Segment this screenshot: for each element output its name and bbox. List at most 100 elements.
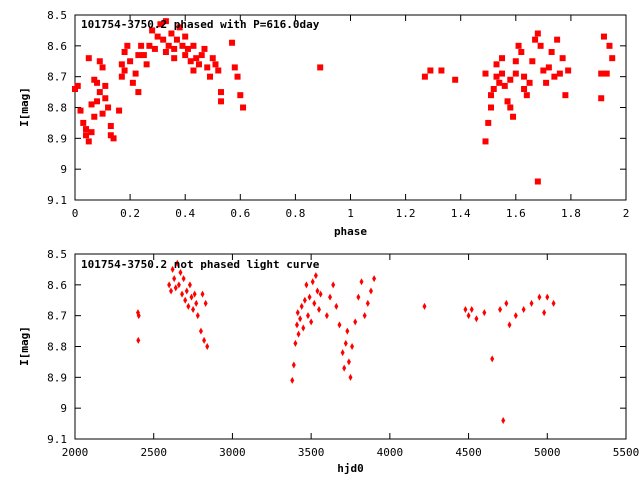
data-point bbox=[318, 290, 323, 298]
data-point bbox=[96, 58, 103, 65]
data-point bbox=[309, 318, 314, 326]
data-point bbox=[307, 293, 312, 301]
data-point bbox=[195, 312, 200, 320]
data-point bbox=[74, 82, 81, 89]
data-point bbox=[512, 58, 519, 65]
data-point bbox=[521, 86, 528, 92]
data-point bbox=[512, 70, 519, 77]
data-point bbox=[545, 64, 552, 71]
data-point bbox=[85, 55, 92, 62]
data-point bbox=[317, 306, 322, 313]
data-point bbox=[105, 104, 112, 111]
data-point bbox=[83, 132, 90, 139]
data-point bbox=[542, 309, 547, 317]
data-point bbox=[127, 58, 134, 65]
data-point bbox=[523, 92, 530, 99]
data-point bbox=[556, 70, 563, 77]
data-point bbox=[493, 61, 500, 68]
data-point bbox=[202, 336, 207, 344]
data-point bbox=[342, 364, 347, 372]
data-point bbox=[132, 70, 139, 77]
y-tick-label: 8.8 bbox=[47, 341, 67, 354]
data-point bbox=[603, 70, 610, 77]
data-point bbox=[198, 52, 205, 59]
data-point bbox=[422, 302, 427, 310]
data-point bbox=[488, 104, 495, 111]
data-point bbox=[554, 36, 561, 43]
x-tick-label: 0.8 bbox=[285, 207, 305, 220]
x-tick-label: 0 bbox=[72, 207, 79, 220]
data-point bbox=[540, 67, 547, 74]
x-tick-label: 5000 bbox=[534, 446, 561, 459]
data-point bbox=[136, 312, 141, 320]
data-point bbox=[482, 138, 489, 145]
data-point bbox=[359, 278, 364, 286]
y-tick-label: 8.9 bbox=[47, 132, 67, 145]
y-tick-label: 8.8 bbox=[47, 102, 67, 115]
data-point bbox=[168, 30, 175, 37]
data-point bbox=[218, 98, 225, 105]
data-point bbox=[305, 312, 310, 320]
data-point bbox=[337, 321, 342, 329]
data-point bbox=[490, 355, 495, 363]
data-point bbox=[229, 39, 236, 46]
data-point bbox=[171, 55, 178, 62]
data-point bbox=[499, 70, 506, 77]
data-point bbox=[474, 315, 479, 323]
data-point bbox=[182, 33, 189, 40]
data-point bbox=[107, 123, 114, 129]
data-point bbox=[195, 61, 202, 68]
plot-frame bbox=[74, 14, 627, 201]
data-point bbox=[129, 79, 136, 86]
data-point bbox=[99, 110, 106, 117]
x-tick-label: 2500 bbox=[140, 446, 167, 459]
x-tick-label: 1.2 bbox=[396, 207, 416, 220]
data-point bbox=[532, 36, 539, 43]
y-tick-label: 9.1 bbox=[47, 194, 67, 207]
data-point bbox=[452, 76, 459, 83]
data-point bbox=[151, 45, 158, 52]
data-point bbox=[204, 64, 211, 71]
y-axis-label: I[mag] bbox=[18, 326, 31, 366]
data-point bbox=[154, 33, 161, 40]
data-point bbox=[498, 306, 503, 313]
data-point bbox=[192, 290, 197, 298]
data-point bbox=[515, 42, 522, 49]
data-point bbox=[237, 92, 244, 99]
data-point bbox=[149, 27, 156, 34]
data-point bbox=[353, 318, 358, 326]
data-point bbox=[345, 327, 350, 335]
data-point bbox=[172, 275, 177, 283]
x-tick-label: 3500 bbox=[298, 446, 325, 459]
data-point bbox=[203, 299, 208, 307]
data-point bbox=[190, 42, 197, 49]
x-tick-label: 4000 bbox=[377, 446, 404, 459]
data-point bbox=[193, 55, 200, 62]
data-point bbox=[521, 73, 528, 80]
data-point bbox=[543, 79, 550, 86]
data-point bbox=[551, 299, 556, 307]
data-point bbox=[609, 55, 616, 62]
data-point bbox=[209, 55, 216, 62]
data-point bbox=[526, 79, 533, 86]
data-point bbox=[187, 58, 194, 65]
x-tick-label: 4500 bbox=[455, 446, 482, 459]
data-point bbox=[167, 281, 172, 289]
x-tick-label: 0.2 bbox=[120, 207, 140, 220]
data-point bbox=[513, 312, 518, 320]
data-point bbox=[529, 299, 534, 307]
x-tick-label: 5500 bbox=[613, 446, 640, 459]
data-point bbox=[212, 61, 219, 68]
data-point bbox=[80, 119, 87, 126]
data-point bbox=[559, 55, 566, 62]
data-point bbox=[496, 79, 503, 86]
data-point bbox=[507, 76, 514, 83]
data-point bbox=[191, 306, 196, 313]
data-point bbox=[482, 309, 487, 317]
data-point bbox=[91, 76, 98, 83]
data-point bbox=[504, 299, 509, 307]
data-point bbox=[135, 52, 142, 59]
data-point bbox=[365, 299, 370, 307]
data-point bbox=[157, 21, 164, 28]
data-point bbox=[215, 67, 222, 74]
